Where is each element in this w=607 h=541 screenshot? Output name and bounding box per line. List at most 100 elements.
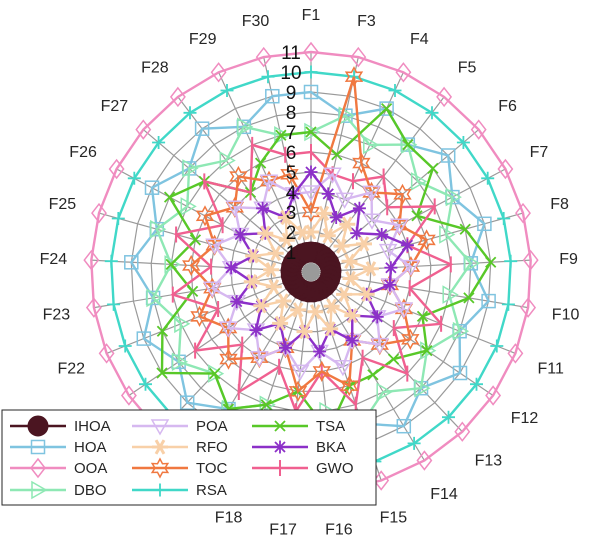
point-ooa-f4: [395, 62, 412, 83]
point-dbo-f27: [182, 159, 199, 178]
legend-item-gwo: GWO: [252, 460, 354, 477]
point-rfo-f14: [323, 298, 340, 314]
point-tsa-f10: [463, 292, 475, 304]
point-dbo-f14: [376, 382, 393, 402]
spoke-f13: [310, 271, 463, 433]
point-tsa-f18: [260, 399, 272, 411]
legend-label-rfo: RFO: [196, 439, 228, 456]
point-rsa-f28: [183, 106, 197, 120]
point-bka-f4: [329, 211, 343, 224]
point-dbo-f25: [150, 219, 167, 239]
point-ooa-f15: [373, 470, 390, 491]
point-rsa-f1: [304, 65, 318, 79]
point-dbo-f10: [442, 285, 459, 304]
axis-label-f16: F16: [325, 522, 353, 539]
point-rsa-f24: [104, 254, 118, 268]
point-bka-f8: [400, 238, 414, 252]
point-ooa-f22: [98, 343, 115, 364]
point-toc-f3: [344, 66, 364, 88]
legend-label-ooa: OOA: [74, 460, 107, 477]
axis-label-f23: F23: [43, 307, 71, 324]
point-bka-f26: [233, 228, 247, 241]
point-dbo-f9: [464, 254, 481, 273]
legend-marker-poa: [150, 419, 170, 436]
legend-marker-hoa: [30, 439, 46, 455]
center-hub: [302, 263, 320, 281]
point-toc-f6: [393, 183, 412, 205]
point-toc-f15: [340, 375, 359, 397]
point-ooa-f25: [91, 202, 107, 224]
axis-label-f24: F24: [40, 251, 68, 268]
point-toc-f22: [190, 305, 209, 327]
axis-label-f3: F3: [357, 13, 376, 30]
point-tsa-f7: [411, 210, 423, 222]
tick-label-4: 4: [286, 183, 297, 204]
axis-label-f10: F10: [552, 307, 580, 324]
point-bka-f7: [375, 228, 389, 241]
point-hoa-f20: [179, 395, 195, 410]
legend-label-tsa: TSA: [316, 418, 345, 435]
point-rsa-f27: [152, 136, 166, 149]
point-poa-f7: [390, 218, 409, 235]
point-ooa-f6: [470, 119, 487, 140]
point-toc-f24: [182, 254, 201, 277]
point-ooa-f7: [497, 158, 514, 180]
point-rsa-f21: [139, 377, 152, 391]
point-bka-f14: [345, 334, 359, 347]
legend-item-toc: TOC: [132, 457, 228, 479]
point-rfo-f25: [245, 248, 262, 264]
point-rfo-f10: [342, 270, 359, 287]
point-ooa-f29: [210, 62, 227, 83]
axis-label-f18: F18: [215, 510, 243, 527]
series-poa: [203, 167, 421, 381]
point-poa-f27: [225, 200, 245, 217]
point-rsa-f22: [118, 339, 132, 353]
legend-marker-rfo: [152, 439, 168, 455]
tick-label-8: 8: [286, 103, 297, 124]
point-rfo-f11: [358, 286, 375, 302]
point-rsa-f13: [442, 410, 455, 424]
point-rsa-f26: [127, 171, 141, 185]
legend-label-gwo: GWO: [316, 460, 354, 477]
point-rfo-f9: [362, 261, 379, 277]
point-tsa-f24: [165, 258, 177, 271]
point-rfo-f6: [333, 238, 350, 254]
legend-label-rsa: RSA: [196, 482, 227, 499]
axis-label-f5: F5: [458, 60, 477, 77]
point-ooa-f24: [83, 249, 100, 271]
point-rsa-f8: [497, 212, 511, 225]
point-hoa-f6: [440, 148, 456, 163]
point-toc-f20: [219, 348, 238, 370]
legend-label-hoa: HOA: [74, 439, 107, 456]
legend-marker-tsa: [274, 420, 286, 432]
point-rfo-f16: [307, 304, 324, 320]
point-ooa-f10: [520, 297, 537, 318]
point-dbo-f4: [363, 135, 380, 155]
point-rsa-f7: [481, 171, 495, 185]
point-tsa-f21: [156, 367, 168, 379]
point-rsa-f10: [501, 297, 515, 311]
point-ooa-f11: [507, 343, 524, 364]
point-rfo-f20: [275, 293, 292, 309]
axis-label-f4: F4: [410, 31, 429, 48]
point-ooa-f30: [255, 46, 272, 68]
point-bka-f12: [370, 310, 384, 324]
legend-marker-bka: [273, 440, 287, 454]
point-dbo-f13: [414, 378, 431, 398]
point-poa-f6: [362, 213, 382, 230]
spoke-f9: [310, 259, 531, 273]
point-rsa-f30: [261, 70, 275, 84]
point-hoa-f10: [481, 293, 496, 309]
point-bka-f1: [304, 165, 318, 179]
legend-item-ooa: OOA: [10, 457, 107, 479]
point-poa-f5: [362, 185, 381, 202]
legend-item-poa: POA: [132, 418, 228, 436]
axis-label-f17: F17: [269, 522, 297, 539]
center-layer: [302, 263, 320, 281]
point-hoa-f30: [265, 88, 280, 104]
axis-label-f8: F8: [550, 196, 569, 213]
point-tsa-f6: [427, 162, 439, 175]
legend-label-dbo: DBO: [74, 482, 107, 499]
axis-label-f7: F7: [530, 144, 549, 161]
